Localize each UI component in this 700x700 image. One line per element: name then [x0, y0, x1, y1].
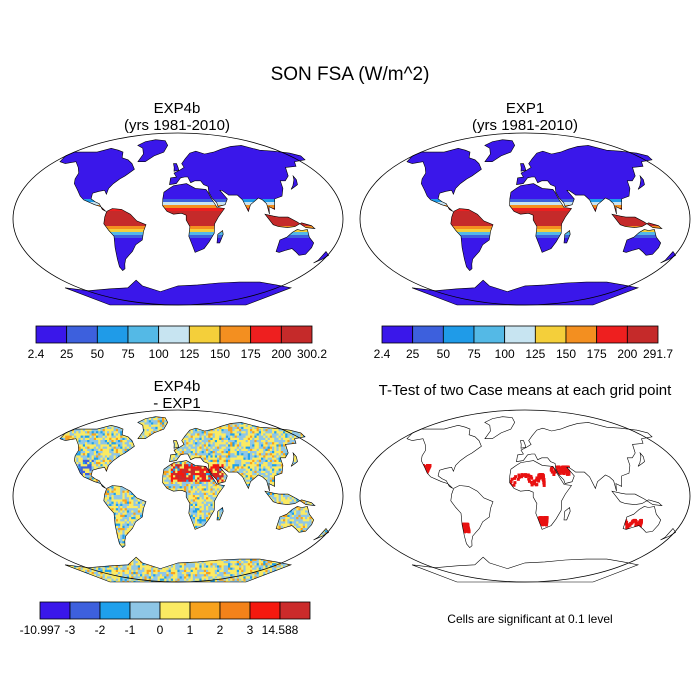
- colorbar-swatch: [39, 601, 71, 620]
- colorbar-swatch: [412, 325, 444, 344]
- colorbar-tick-label: 50: [91, 347, 105, 361]
- colorbar-tick-label: 150: [556, 347, 576, 361]
- colorbar-swatch: [159, 601, 191, 620]
- panel-title-exp4b: EXP4b (yrs 1981-2010): [48, 100, 306, 134]
- colorbar-swatch: [158, 325, 190, 344]
- colorbar-tick-label: 300.2: [297, 347, 327, 361]
- colorbar-swatch: [219, 325, 252, 344]
- colorbar-swatch: [280, 325, 313, 344]
- colorbar-tick-label: 150: [210, 347, 230, 361]
- colorbar-tick-label: -2: [95, 623, 106, 637]
- colorbar-tick-label: 75: [467, 347, 481, 361]
- colorbar-swatch: [35, 325, 68, 344]
- panel-title-diff: EXP4b - EXP1: [48, 378, 306, 412]
- colorbar-swatch: [188, 325, 221, 344]
- map-ttest: [359, 409, 691, 583]
- colorbar-tick-label: 25: [60, 347, 74, 361]
- colorbar-swatch: [127, 325, 160, 344]
- colorbar-swatch: [219, 601, 251, 620]
- colorbar-tick-label: 100: [149, 347, 169, 361]
- colorbar-tick-label: 3: [247, 623, 254, 637]
- colorbar-swatch: [381, 325, 414, 344]
- panel-title-line2: (yrs 1981-2010): [48, 117, 306, 134]
- panel-title-line1: EXP4b: [48, 378, 306, 395]
- colorbar-swatch: [66, 325, 98, 344]
- map-exp1: [359, 132, 691, 306]
- colorbar-tick-label: 0: [157, 623, 164, 637]
- colorbar-tick-label: 100: [495, 347, 515, 361]
- colorbar-tick-label: 125: [525, 347, 545, 361]
- colorbar-swatch: [250, 325, 282, 344]
- panel-title-line1: EXP4b: [48, 100, 306, 117]
- colorbar-swatch: [442, 325, 475, 344]
- colorbar-tick-label: -10.997: [20, 623, 61, 637]
- colorbar-diff: -10.997 -3 -2 -1 0 1 2 3 14.588: [20, 601, 311, 637]
- colorbar-swatch: [279, 601, 311, 620]
- colorbar-tick-label: -3: [65, 623, 76, 637]
- colorbar-swatch: [96, 325, 129, 344]
- significance-note: Cells are significant at 0.1 level: [380, 612, 680, 626]
- panel-title-line1: T-Test of two Case means at each grid po…: [352, 382, 698, 399]
- colorbar-tick-label: 75: [121, 347, 135, 361]
- colorbar-swatch: [99, 601, 131, 620]
- panel-title-ttest: T-Test of two Case means at each grid po…: [352, 382, 698, 399]
- colorbar-tick-label: 175: [241, 347, 261, 361]
- colorbar-swatch: [534, 325, 567, 344]
- map-diff: [12, 409, 344, 583]
- figure-title: SON FSA (W/m^2): [0, 64, 700, 86]
- colorbar-swatch: [596, 325, 628, 344]
- panel-title-line1: EXP1: [396, 100, 654, 117]
- colorbar-tick-label: 200: [271, 347, 291, 361]
- colorbar-tick-label: 2.4: [374, 347, 391, 361]
- panel-title-line2: (yrs 1981-2010): [396, 117, 654, 134]
- colorbar-exp4b: 2.4 25 50 75 100 125 150 175 200 300.2: [28, 325, 327, 361]
- colorbar-tick-label: 200: [617, 347, 637, 361]
- colorbar-swatch: [249, 601, 281, 620]
- colorbar-tick-label: 291.7: [643, 347, 673, 361]
- colorbar-tick-label: 125: [179, 347, 199, 361]
- colorbar-tick-label: 50: [437, 347, 451, 361]
- panel-title-exp1: EXP1 (yrs 1981-2010): [396, 100, 654, 134]
- colorbar-tick-label: 25: [406, 347, 420, 361]
- colorbar-swatch: [565, 325, 598, 344]
- colorbar-swatch: [626, 325, 659, 344]
- colorbar-tick-label: 1: [187, 623, 194, 637]
- map-exp4b: [12, 132, 344, 306]
- colorbar-swatch: [473, 325, 506, 344]
- colorbar-tick-label: -1: [125, 623, 136, 637]
- colorbar-swatch: [129, 601, 161, 620]
- colorbar-swatch: [504, 325, 536, 344]
- colorbar-tick-label: 175: [587, 347, 607, 361]
- colorbar-exp1: 2.4 25 50 75 100 125 150 175 200 291.7: [374, 325, 673, 361]
- colorbar-swatch: [69, 601, 101, 620]
- colorbar-tick-label: 2.4: [28, 347, 45, 361]
- colorbar-swatch: [189, 601, 221, 620]
- colorbar-tick-label: 2: [217, 623, 224, 637]
- panel-title-line2: - EXP1: [48, 395, 306, 412]
- colorbar-tick-label: 14.588: [262, 623, 299, 637]
